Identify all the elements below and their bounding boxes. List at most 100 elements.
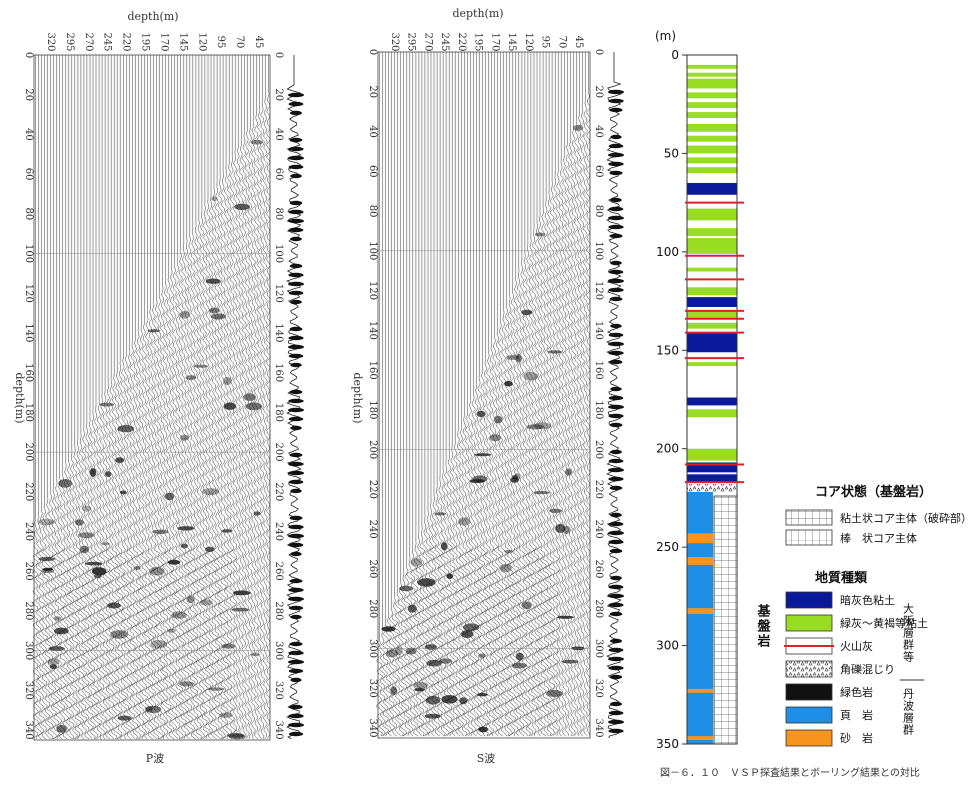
- top-tick-label: 145: [177, 32, 188, 51]
- log-unit-label: (m): [655, 29, 676, 43]
- seismic-trace: [402, 52, 412, 737]
- seismic-trace: [517, 52, 526, 737]
- right-tick-label: 240: [593, 520, 604, 539]
- seismic-trace: [179, 55, 188, 740]
- reflection-event: [119, 490, 127, 495]
- reflection-event: [145, 705, 162, 714]
- trace-peak: [289, 452, 303, 458]
- reflection-event: [147, 329, 161, 333]
- seismic-trace: [466, 52, 475, 737]
- reflection-event: [424, 713, 441, 719]
- seismic-trace: [128, 55, 137, 740]
- right-tick-label: 200: [593, 440, 604, 459]
- reflection-event: [521, 601, 532, 610]
- trace-peak: [608, 206, 624, 212]
- reflection-event: [478, 653, 486, 658]
- seismic-trace: [98, 55, 107, 740]
- seismic-trace: [499, 52, 508, 737]
- reflection-event: [546, 689, 563, 698]
- reflection-event: [565, 468, 572, 476]
- s-left-axis-title: depth(m): [351, 372, 364, 423]
- reflection-event: [41, 568, 55, 574]
- trace-peak: [608, 404, 624, 410]
- log-layer-green: [687, 167, 737, 174]
- seismic-trace: [530, 52, 539, 737]
- log-layer-green: [687, 64, 737, 69]
- seismic-trace: [542, 52, 551, 737]
- legend-core-grid-swatch: [785, 509, 833, 526]
- log-frame: [686, 54, 738, 745]
- seismic-trace: [394, 52, 402, 737]
- trace-peak: [608, 584, 624, 590]
- single-trace-wiggle: [606, 52, 623, 739]
- reflection-event: [512, 662, 527, 669]
- reflection-event: [413, 682, 429, 689]
- seismic-trace: [155, 55, 164, 740]
- seismic-trace: [134, 55, 143, 740]
- trace-peak: [610, 701, 622, 707]
- log-layer-green: [687, 92, 737, 99]
- top-tick-label: 295: [64, 32, 75, 51]
- seismic-trace: [188, 55, 197, 740]
- reflection-event: [446, 573, 454, 579]
- trace-peak: [609, 107, 623, 113]
- reflection-event: [117, 715, 132, 721]
- log-layer-blue_dark: [687, 182, 737, 195]
- right-tick-label: 180: [273, 403, 284, 422]
- seismic-trace: [420, 52, 429, 737]
- right-tick-label: 80: [273, 207, 284, 220]
- reflection-event: [110, 630, 128, 639]
- reflection-event: [245, 402, 263, 411]
- log-layer-green: [687, 102, 737, 109]
- trace-peak: [288, 524, 304, 530]
- seismic-trace: [399, 52, 408, 737]
- left-tick-label: 300: [367, 639, 378, 658]
- trace-peak: [290, 236, 302, 242]
- trace-peak: [288, 659, 304, 665]
- reflection-event: [458, 517, 471, 526]
- right-tick-label: 20: [593, 85, 604, 98]
- trace-peak: [609, 548, 623, 554]
- right-tick-label: 300: [273, 641, 284, 660]
- reflection-event: [117, 425, 135, 433]
- seismic-trace: [203, 55, 212, 740]
- trace-peak: [608, 161, 624, 167]
- p-wave-single-trace: [286, 55, 304, 740]
- seismic-trace: [34, 55, 43, 740]
- reflection-event: [149, 566, 165, 576]
- reflection-event: [434, 512, 447, 516]
- seismic-trace: [31, 55, 40, 740]
- reflection-event: [478, 726, 488, 733]
- trace-peak: [608, 143, 624, 149]
- seismic-trace: [37, 55, 46, 740]
- legend-core-stick-label: 棒 状コア主体: [840, 531, 917, 545]
- reflection-event: [476, 693, 488, 697]
- legend-geo-label: 暗灰色粘土: [840, 593, 895, 607]
- reflection-event: [180, 434, 189, 441]
- trace-peak: [288, 731, 304, 737]
- reflection-event: [177, 526, 195, 531]
- trace-peak: [610, 197, 622, 203]
- seismic-trace: [505, 52, 514, 737]
- reflection-event: [441, 695, 458, 704]
- reflection-event: [167, 559, 181, 565]
- reflection-event: [208, 687, 225, 691]
- trace-peak: [610, 449, 622, 455]
- seismic-trace: [197, 55, 206, 740]
- seismic-trace: [384, 52, 393, 737]
- trace-peak: [608, 665, 624, 671]
- left-tick-label: 60: [367, 165, 378, 178]
- reflection-event: [555, 523, 566, 533]
- trace-peak: [608, 710, 624, 716]
- reflection-event: [49, 664, 58, 669]
- seismic-trace: [95, 55, 103, 740]
- right-tick-label: 320: [273, 681, 284, 700]
- reflection-event: [186, 595, 195, 604]
- reflection-event: [462, 623, 480, 631]
- trace-peak: [288, 353, 304, 359]
- left-tick-label: 0: [367, 49, 378, 55]
- reflection-event: [219, 712, 233, 718]
- right-tick-label: 180: [593, 400, 604, 419]
- seismic-trace: [515, 52, 523, 737]
- log-core-column: [713, 495, 738, 745]
